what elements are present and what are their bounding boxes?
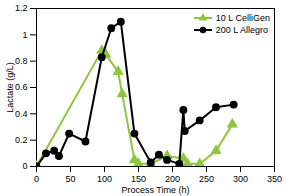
svg-text:1.2: 1.2 — [15, 3, 28, 13]
svg-text:350: 350 — [267, 174, 282, 184]
svg-text:0.6: 0.6 — [15, 82, 28, 92]
svg-text:50: 50 — [65, 174, 75, 184]
svg-text:0: 0 — [22, 161, 27, 171]
html-text:10 L CelliGen: 10 L CelliGen — [215, 13, 270, 23]
svg-text:300: 300 — [233, 174, 248, 184]
svg-text:100: 100 — [97, 174, 112, 184]
svg-text:0.4: 0.4 — [15, 109, 28, 119]
svg-text:0.8: 0.8 — [15, 56, 28, 66]
svg-text:150: 150 — [131, 174, 146, 184]
html-text:200 L Allegro: 200 L Allegro — [215, 25, 268, 35]
svg-text:0: 0 — [34, 174, 39, 184]
svg-text:1: 1 — [22, 30, 27, 40]
svg-text:Process Time (h): Process Time (h) — [121, 185, 189, 195]
svg-text:200: 200 — [165, 174, 180, 184]
svg-text:250: 250 — [199, 174, 214, 184]
svg-text:0.2: 0.2 — [15, 135, 28, 145]
svg-text:Lactate (g/L): Lactate (g/L) — [5, 62, 15, 113]
